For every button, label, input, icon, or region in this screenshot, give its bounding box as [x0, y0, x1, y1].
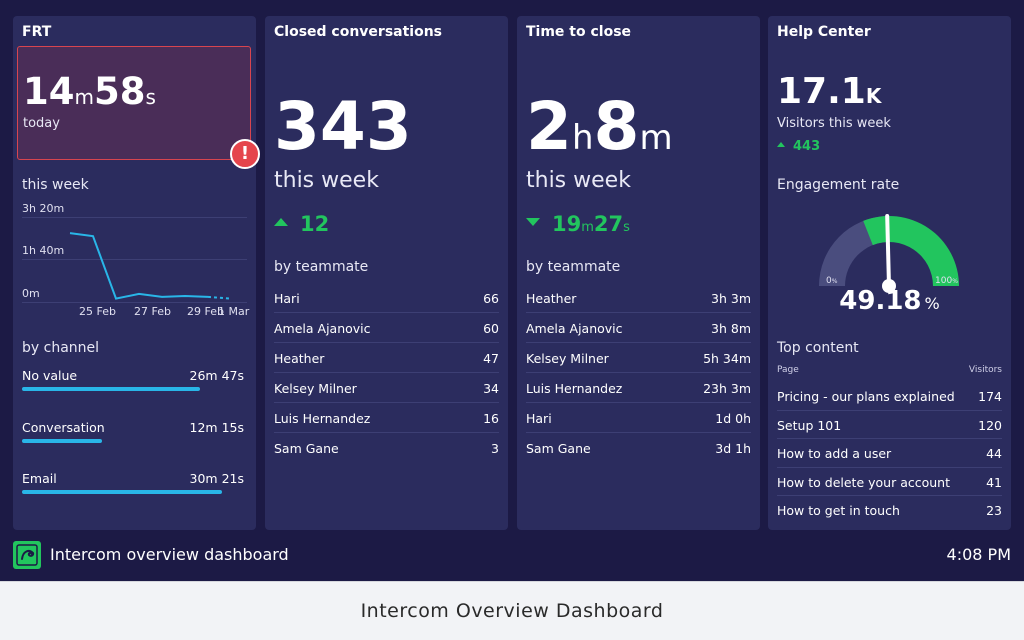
closed-title: Closed conversations — [274, 24, 443, 40]
table-row: Setup 101 120 — [777, 411, 1002, 439]
xtick-label-1: 27 Feb — [134, 305, 171, 318]
closed-delta: 12 — [274, 212, 329, 236]
visitors-label: Visitors this week — [777, 116, 891, 131]
gauge-min-label: 0% — [826, 276, 838, 286]
intercom-logo-icon — [13, 541, 41, 569]
closed-sub: this week — [274, 168, 379, 193]
table-row: How to delete your account 41 — [777, 468, 1002, 496]
ytick-label-2: 0m — [22, 287, 40, 300]
frt-today-value: 14m58s — [23, 70, 156, 113]
dashboard-title: Intercom overview dashboard — [50, 545, 289, 564]
frt-today-box: 14m58s today — [17, 46, 251, 160]
list-item: Luis Hernandez 23h 3m — [526, 373, 751, 403]
ttc-sub: this week — [526, 168, 631, 193]
time-to-close-panel: Time to close 2h8m this week 19m27s by t… — [517, 16, 760, 530]
list-item: Hari 1d 0h — [526, 403, 751, 433]
table-row: How to get in touch 23 — [777, 503, 1002, 518]
ttc-title: Time to close — [526, 24, 632, 40]
gauge-max-label: 100% — [935, 276, 958, 286]
list-item: Sam Gane 3d 1h — [526, 441, 751, 456]
engagement-value: 49.18% — [839, 286, 940, 316]
xtick-label-2: 29 Feb — [187, 305, 224, 318]
frt-today-label: today — [23, 116, 60, 131]
list-item: Kelsey Milner 34 — [274, 373, 499, 403]
visitors-value: 17.1K — [777, 71, 882, 112]
exclamation-icon[interactable]: ! — [230, 139, 260, 169]
list-item: Amela Ajanovic 60 — [274, 313, 499, 343]
gridline-mid — [22, 259, 247, 260]
engagement-gauge — [819, 214, 959, 293]
trend-up-icon — [274, 218, 288, 226]
frt-series-line-partial — [207, 295, 232, 300]
list-item: Heather 3h 3m — [526, 283, 751, 313]
table-row: Pricing - our plans explained 174 — [777, 382, 1002, 411]
ttc-teammate-label: by teammate — [526, 259, 621, 275]
channel-bar — [22, 387, 200, 391]
gridline-bottom — [22, 302, 247, 303]
frt-week-label: this week — [22, 177, 89, 193]
ytick-label-1: 1h 40m — [22, 244, 65, 257]
closed-teammate-list: Hari 66 Amela Ajanovic 60 Heather 47 Kelsey… — [274, 283, 499, 463]
channel-bar — [22, 490, 222, 494]
closed-value: 343 — [274, 88, 412, 165]
top-content-list: Pricing - our plans explained 174 Setup 1… — [777, 382, 1002, 525]
frt-line-chart — [69, 232, 232, 300]
ttc-delta: 19m27s — [526, 212, 630, 236]
ttc-value: 2h8m — [526, 88, 673, 165]
trend-up-icon — [777, 142, 785, 147]
caption-bar: Intercom Overview Dashboard — [0, 581, 1024, 640]
caption-text: Intercom Overview Dashboard — [360, 600, 664, 622]
table-row: How to add a user 44 — [777, 439, 1002, 468]
list-item: Amela Ajanovic 3h 8m — [526, 313, 751, 343]
clock: 4:08 PM — [946, 545, 1011, 564]
ttc-teammate-list: Heather 3h 3m Amela Ajanovic 3h 8m Kelsey … — [526, 283, 751, 463]
gridline-top — [22, 217, 247, 218]
ytick-label-0: 3h 20m — [22, 202, 65, 215]
gauge-needle — [885, 214, 891, 288]
list-item: Hari 66 — [274, 283, 499, 313]
closed-teammate-label: by teammate — [274, 259, 369, 275]
gauge-hub — [882, 279, 896, 293]
frt-panel: FRT 14m58s today ! this week 3h 20m 1h 4… — [13, 16, 260, 530]
list-item: Sam Gane 3 — [274, 441, 499, 456]
top-content-label: Top content — [777, 340, 859, 356]
list-item: Heather 47 — [274, 343, 499, 373]
channel-bar — [22, 439, 102, 443]
list-item: Luis Hernandez 16 — [274, 403, 499, 433]
xtick-label-3: 1 Mar — [218, 305, 250, 318]
top-content-header: Page Visitors — [777, 365, 1002, 375]
list-item: Kelsey Milner 5h 34m — [526, 343, 751, 373]
trend-down-icon — [526, 218, 540, 226]
frt-series-line — [69, 232, 209, 300]
closed-conversations-panel: Closed conversations 343 this week 12 by… — [265, 16, 508, 530]
frt-channel-label: by channel — [22, 340, 100, 356]
visitors-delta: 443 — [777, 139, 820, 154]
xtick-label-0: 25 Feb — [79, 305, 116, 318]
help-title: Help Center — [777, 24, 871, 40]
engagement-label: Engagement rate — [777, 177, 900, 193]
help-center-panel: Help Center 17.1K Visitors this week 443… — [768, 16, 1011, 530]
frt-title: FRT — [22, 24, 52, 40]
